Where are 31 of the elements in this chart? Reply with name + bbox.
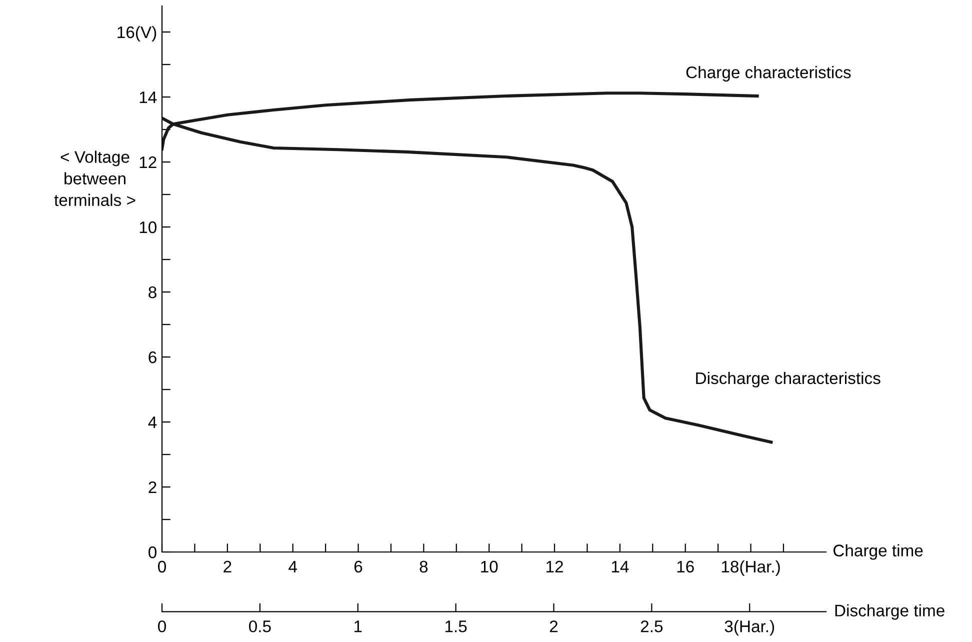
x2-tick-label: 2 — [550, 620, 558, 632]
y-axis-title: < Voltage between terminals > — [54, 150, 136, 206]
y-tick-label: 4 — [148, 416, 157, 428]
x-tick-label: 4 — [288, 560, 297, 572]
series-label: Charge characteristics — [686, 66, 851, 82]
x2-tick-label: 0.5 — [249, 620, 271, 632]
x-tick-label: 0 — [158, 560, 166, 573]
y-tick-label: 16(V) — [118, 26, 156, 42]
x-tick-label: 14 — [612, 560, 629, 572]
x2-tick-label: 2.5 — [640, 620, 663, 632]
y-tick-label: 2 — [148, 481, 156, 494]
x2-tick-label: 1.5 — [445, 620, 467, 632]
x-tick-label: 16 — [677, 560, 694, 573]
y-tick-label: 10 — [140, 221, 156, 234]
x2-tick-label: 3(Har.) — [724, 620, 774, 636]
x2-tick-label: 0 — [158, 620, 166, 632]
x-tick-label: 12 — [546, 560, 563, 572]
y-tick-label: 6 — [148, 351, 156, 364]
x-tick-label: 6 — [354, 560, 362, 573]
y-tick-label: 0 — [148, 546, 156, 558]
y-tick-label: 14 — [140, 92, 157, 104]
x2-axis-title: Discharge time — [835, 604, 944, 620]
x-tick-label: 2 — [224, 560, 232, 572]
x-axis-title: Charge time — [833, 544, 923, 560]
x2-tick-label: 1 — [354, 620, 362, 632]
text: Discharge characteristics — [696, 372, 880, 388]
x-tick-label: 8 — [420, 560, 428, 573]
x-tick-label: 18(Har.) — [722, 560, 780, 576]
y-tick-label: 12 — [140, 156, 156, 168]
y-tick-label: 8 — [148, 286, 156, 298]
x-tick-label: 10 — [481, 560, 498, 573]
